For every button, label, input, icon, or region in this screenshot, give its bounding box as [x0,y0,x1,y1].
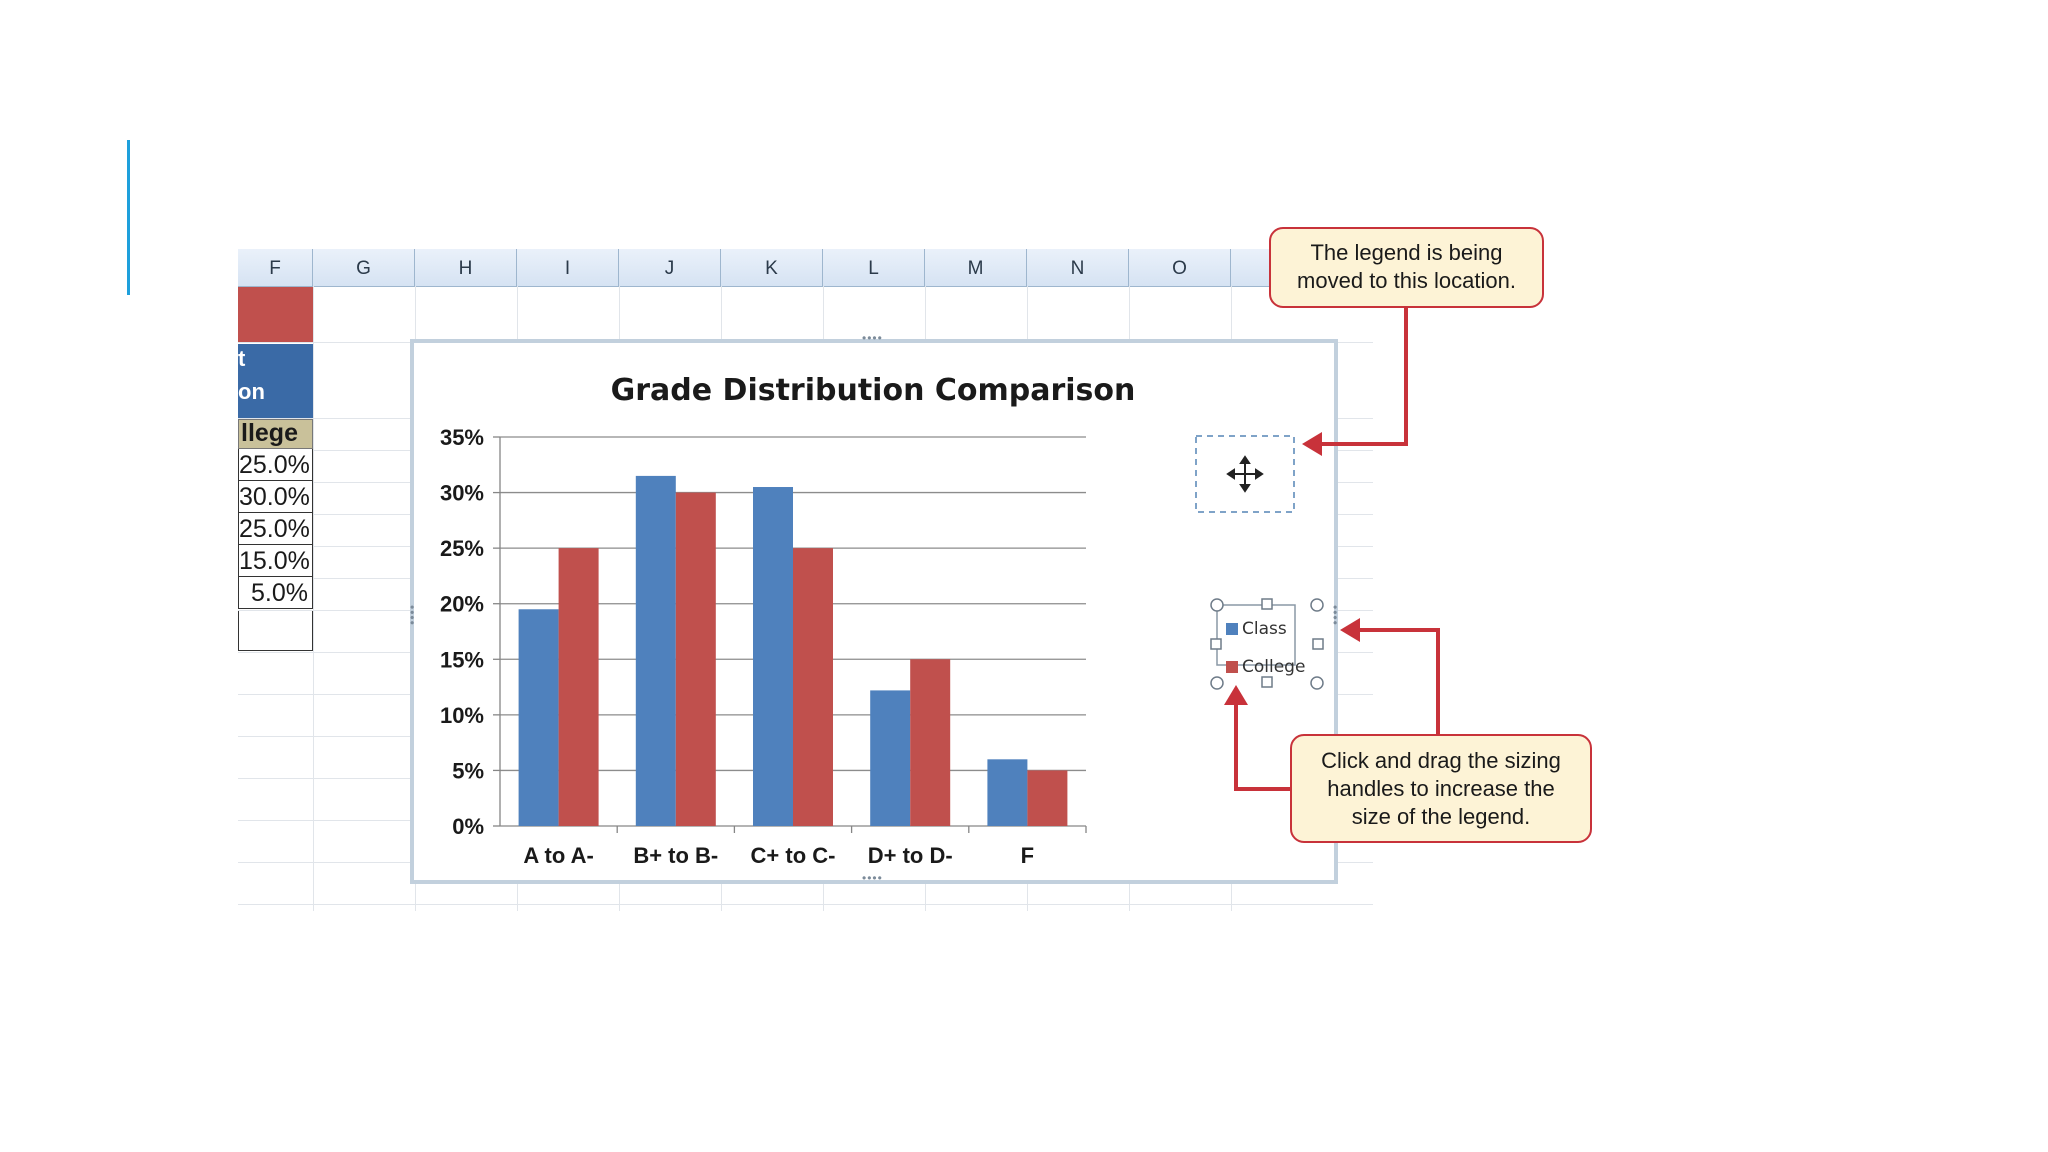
column-header-l[interactable]: L [823,249,925,286]
legend-sizing-handle[interactable] [1210,676,1224,690]
chart-resize-handle-left[interactable]: •••• [405,605,419,626]
table-header-cell-red[interactable] [238,287,313,342]
column-header-o[interactable]: O [1129,249,1231,286]
x-tick-label: A to A- [523,843,593,868]
bar-college[interactable] [793,548,833,826]
bar-class[interactable] [635,475,676,826]
slide-accent-bar [127,140,130,295]
y-tick-label: 10% [440,703,484,728]
table-cell-value[interactable]: 5.0% [238,577,313,609]
bar-college[interactable] [910,659,951,826]
header-text-line-2: on [238,379,265,404]
x-tick-label: C+ to C- [751,843,836,868]
legend-sizing-handle[interactable] [1210,598,1224,612]
callout-sizing-handles: Click and drag the sizing handles to inc… [1290,734,1592,843]
chart-plot: Grade Distribution Comparison 0% 5% 10% 15%… [440,373,1324,868]
legend-drop-target [1195,435,1295,513]
x-tick-label: F [1021,843,1034,868]
y-tick-label: 0% [452,814,484,839]
chart-resize-handle-top[interactable]: •••• [862,331,883,345]
column-header-f[interactable]: F [238,249,313,286]
callout-text-line: Click and drag the sizing [1321,748,1561,773]
x-tick-label: B+ to B- [633,843,718,868]
column-header-row: F G H I J K L M N O [238,249,1373,287]
table-header-cell-blue[interactable]: t on [238,344,313,418]
callout-text-line: handles to increase the [1327,776,1555,801]
legend-sizing-handle[interactable] [1261,598,1273,610]
column-header-j[interactable]: J [619,249,721,286]
bar-class[interactable] [870,690,911,826]
legend-sizing-handle[interactable] [1310,598,1324,612]
legend-sizing-handle[interactable] [1310,676,1324,690]
column-header-g[interactable]: G [313,249,415,286]
legend-label-class: Class [1242,619,1287,639]
bar-college[interactable] [1027,770,1068,826]
y-tick-label: 25% [440,536,484,561]
table-cell-value[interactable]: 25.0% [238,449,313,481]
legend-swatch-class [1226,623,1238,635]
table-cell-value[interactable]: 25.0% [238,513,313,545]
column-header-i[interactable]: I [517,249,619,286]
callout-text-line: moved to this location. [1297,268,1516,293]
callout-text-line: size of the legend. [1351,804,1531,829]
chart-title: Grade Distribution Comparison [611,373,1136,408]
column-header-n[interactable]: N [1027,249,1129,286]
legend-sizing-handle[interactable] [1261,676,1273,688]
table-header-college[interactable]: llege [238,419,313,449]
legend-sizing-handle[interactable] [1210,638,1222,650]
y-tick-label: 15% [440,647,484,672]
bar-class[interactable] [987,759,1028,826]
table-cell-value[interactable]: 30.0% [238,481,313,513]
legend-swatch-college [1226,661,1238,673]
header-text-line-1: t [238,346,246,371]
table-cell-empty[interactable] [238,611,313,651]
chart-resize-handle-right[interactable]: •••• [1328,605,1342,626]
college-header-text: llege [241,419,298,447]
y-tick-label: 30% [440,481,484,506]
move-cursor-icon [1226,455,1264,493]
legend-label-college: College [1242,657,1305,677]
column-header-m[interactable]: M [925,249,1027,286]
y-tick-label: 20% [440,592,484,617]
bar-college[interactable] [558,548,599,826]
x-tick-label: D+ to D- [868,843,953,868]
column-header-h[interactable]: H [415,249,517,286]
column-header-k[interactable]: K [721,249,823,286]
bar-college[interactable] [675,492,716,826]
bar-class[interactable] [753,487,793,826]
y-tick-label: 35% [440,425,484,450]
callout-legend-moving: The legend is being moved to this locati… [1269,227,1544,308]
bar-class[interactable] [518,609,559,826]
callout-text-line: The legend is being [1310,240,1503,265]
chart-legend[interactable]: Class College [1210,598,1324,690]
y-tick-label: 5% [452,758,484,783]
legend-sizing-handle[interactable] [1312,638,1324,650]
table-cell-value[interactable]: 15.0% [238,545,313,577]
chart-resize-handle-bottom[interactable]: •••• [862,871,883,885]
chart-area[interactable]: •••• •••• •••• •••• Grade Distribution C… [405,331,1342,885]
